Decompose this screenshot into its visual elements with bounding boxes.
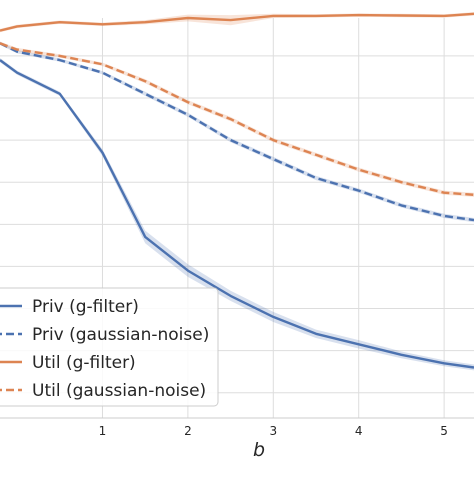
legend: Priv (g-filter) Priv (gaussian-noise) Util… [0, 287, 219, 407]
x-tick-label: 5 [440, 424, 448, 438]
x-tick-label: 4 [355, 424, 363, 438]
legend-label-util-gaussian-noise: Util (gaussian-noise) [32, 381, 206, 401]
legend-box [0, 287, 219, 407]
x-tick-label: 1 [99, 424, 107, 438]
series-priv-gaussian-noise [0, 42, 474, 222]
x-axis-label: b [253, 439, 265, 461]
series-util-gaussian-noise [0, 42, 474, 196]
x-tick-label: 3 [269, 424, 277, 438]
band-util-g-filter [0, 12, 474, 33]
x-tick-labels: 1 2 3 4 5 [99, 424, 448, 438]
x-tick-label: 2 [184, 424, 192, 438]
legend-label-priv-gaussian-noise: Priv (gaussian-noise) [32, 325, 209, 345]
series-priv-g-filter [0, 59, 474, 369]
legend-label-util-g-filter: Util (g-filter) [32, 353, 136, 373]
series-lines [0, 12, 474, 369]
confidence-bands [0, 12, 474, 371]
series-util-g-filter [0, 12, 474, 32]
legend-label-priv-g-filter: Priv (g-filter) [32, 297, 139, 317]
band-priv-g-filter [0, 58, 474, 371]
